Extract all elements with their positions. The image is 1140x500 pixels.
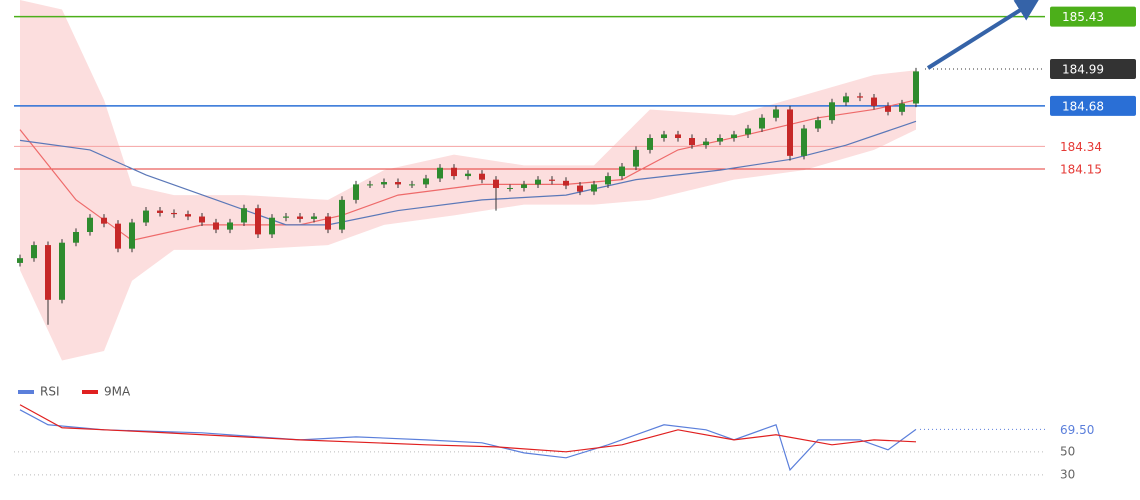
series-line [19,404,917,453]
candle-body [507,187,513,189]
y-tick-label: 30 [1060,467,1075,481]
candle-body [521,184,527,188]
candle-body [339,199,345,230]
candle-body [493,179,499,188]
candle-body [899,103,905,112]
candle-body [591,184,597,192]
level-label: 185.43 [1062,10,1104,24]
candle-body [423,178,429,185]
candle-body [703,141,709,146]
candle-body [647,138,653,150]
candle-body [871,97,877,106]
candle-body [87,217,93,232]
candle-body [115,223,121,249]
candle-body [325,216,331,230]
candle-body [745,128,751,135]
candle-body [227,222,233,230]
bollinger-band [20,0,916,361]
candle-body [479,173,485,180]
candle-body [185,214,191,217]
candle-body [59,242,65,300]
candle-body [815,120,821,129]
candle-body [409,184,415,186]
level-box [1050,59,1136,80]
candle-body [619,166,625,177]
last-value-label: 69.50 [1060,423,1094,437]
candle-body [563,180,569,186]
candle-body [605,176,611,185]
candle-body [17,258,23,263]
candle-body [465,173,471,177]
candle-body [843,96,849,103]
candle-body [451,167,457,177]
series-line [19,409,917,472]
candle-body [549,179,555,181]
moving-average [19,120,917,226]
candle-body [157,210,163,213]
candle-body [45,245,51,300]
candle-body [577,185,583,192]
candle-body [255,208,261,235]
candle-body [773,109,779,118]
candle-body [913,71,919,104]
candle-body [199,216,205,223]
y-tick-label: 50 [1060,444,1075,458]
candle-body [311,216,317,219]
level-box [1050,6,1136,27]
candle-body [857,96,863,98]
candle-body [171,212,177,215]
candle-body [31,245,37,259]
level-label: 184.15 [1060,162,1102,176]
candle-body [213,222,219,230]
candle-body [129,222,135,249]
candle-body [143,210,149,223]
candle-body [101,217,107,224]
level-box [1050,95,1136,116]
level-label: 184.34 [1060,140,1102,154]
rsi-panel: 50 30 69.50 RSI 9MA [14,385,1094,481]
candle-body [759,117,765,129]
candle-body [829,102,835,121]
candle-body [395,182,401,185]
candle-body [885,105,891,112]
candle-body [717,138,723,142]
candle-body [633,149,639,167]
candle-body [381,182,387,185]
candle-body [535,179,541,185]
candle-body [675,134,681,139]
candle-body [787,109,793,156]
level-label: 184.99 [1062,63,1104,77]
candle-body [731,134,737,139]
legend-label: RSI [40,385,60,399]
legend-label: 9MA [104,385,131,399]
candle-body [269,217,275,235]
level-label: 184.68 [1062,99,1104,113]
candle-body [353,184,359,200]
candle-body [283,216,289,218]
candle-body [241,208,247,223]
moving-average [19,99,917,241]
price-panel: 185.43 184.99 184.68 184.34 184.15 [14,0,1136,361]
candle-body [689,138,695,146]
candle-body [367,184,373,186]
candle-body [73,231,79,243]
candle-body [661,134,667,139]
candle-body [801,128,807,156]
candle-body [437,167,443,179]
legend-swatch [82,390,98,394]
legend-swatch [18,390,34,394]
trend-arrow [926,0,1041,70]
candle-body [297,216,303,219]
